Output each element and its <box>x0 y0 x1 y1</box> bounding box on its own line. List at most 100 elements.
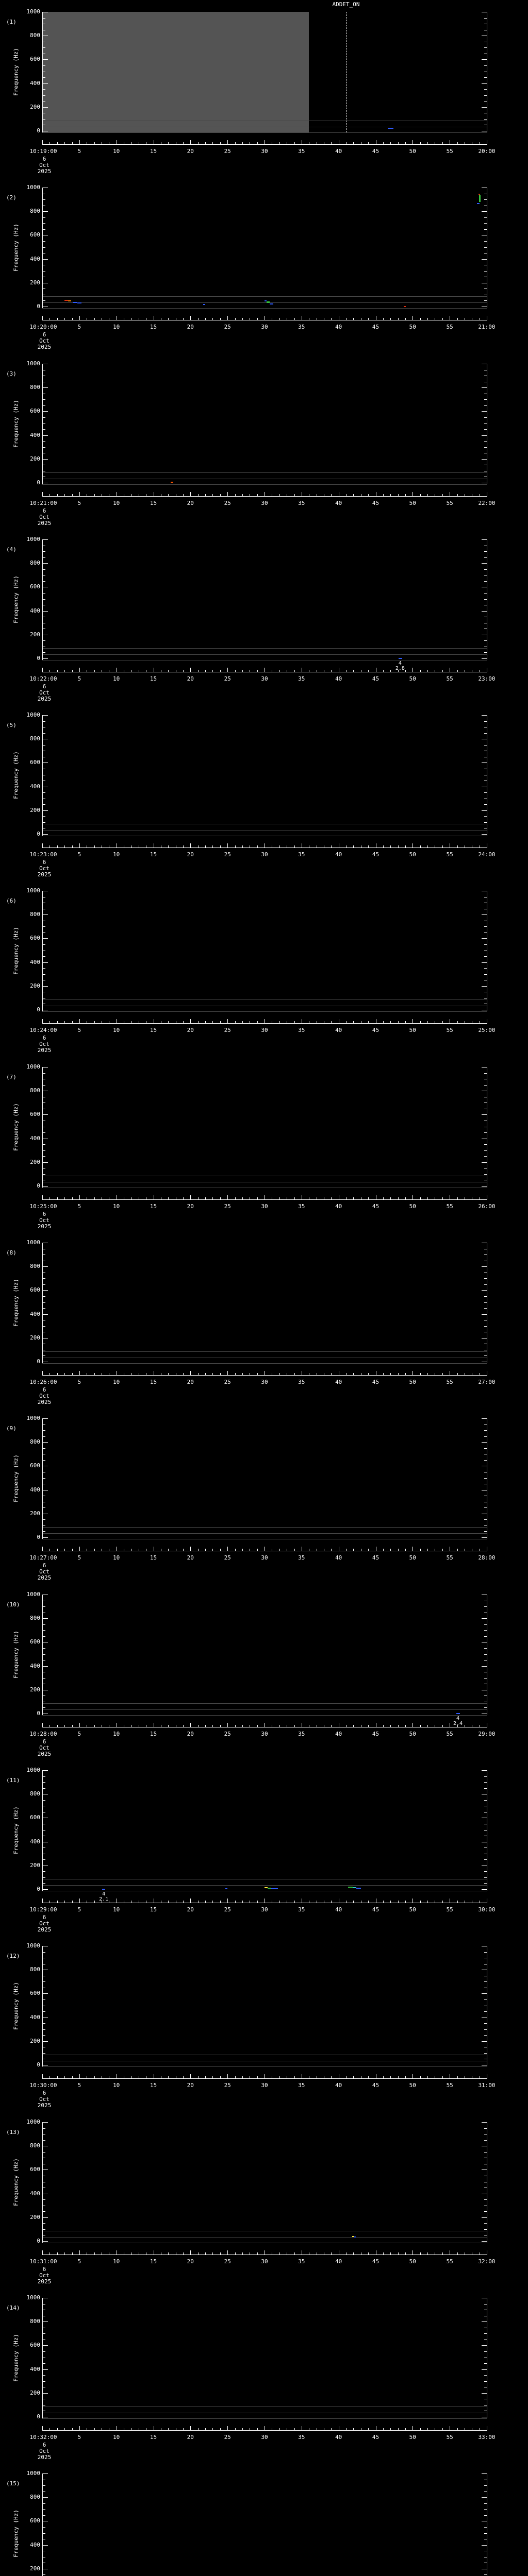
y-tick-label: 0 <box>37 2061 40 2068</box>
date-label: 2025 <box>37 2102 52 2109</box>
y-tick <box>43 2053 45 2054</box>
x-tick-label: 40 <box>335 2258 342 2265</box>
x-tick <box>212 1197 213 1199</box>
y-tick <box>484 1606 487 1607</box>
y-tick <box>43 611 48 612</box>
x-tick <box>368 2252 369 2255</box>
x-tick <box>242 2076 243 2078</box>
y-tick <box>484 599 487 600</box>
y-tick <box>482 563 487 564</box>
y-tick-label: 600 <box>30 2166 40 2173</box>
y-axis-left <box>42 715 43 836</box>
end-time-label: 27:00 <box>478 1379 496 1385</box>
x-tick <box>212 494 213 496</box>
event-marker <box>265 1887 268 1888</box>
x-tick <box>94 845 95 848</box>
y-tick <box>43 792 45 793</box>
x-tick <box>427 1725 428 1727</box>
x-tick <box>42 2074 43 2078</box>
y-tick-label: 200 <box>30 982 40 989</box>
detection-band-line <box>42 999 487 1000</box>
y-tick <box>482 387 487 388</box>
x-tick <box>168 1901 169 1903</box>
x-tick-label: 30 <box>261 1554 268 1561</box>
x-tick <box>457 1901 458 1903</box>
end-time-label: 25:00 <box>478 1027 496 1033</box>
y-tick <box>484 944 487 945</box>
x-tick <box>412 1899 414 1903</box>
y-tick <box>43 1478 45 1479</box>
detection-band-line <box>42 302 487 303</box>
x-tick <box>457 1725 458 1727</box>
detection-band-line <box>42 1703 487 1704</box>
x-tick <box>72 1373 73 1375</box>
x-tick <box>94 2076 95 2078</box>
y-tick <box>43 810 48 811</box>
y-tick-label: 800 <box>30 384 40 391</box>
x-tick <box>427 670 428 672</box>
x-axis <box>42 144 487 145</box>
y-tick <box>43 77 45 78</box>
y-tick <box>484 2515 487 2516</box>
x-tick-label: 5 <box>77 1379 81 1385</box>
x-tick-label: 20 <box>187 324 194 330</box>
date-label: 6 <box>42 1386 46 1393</box>
date-label: Oct <box>39 865 50 872</box>
event-annotation: 2.8 <box>395 666 405 671</box>
x-tick <box>64 670 65 672</box>
x-tick-label: 5 <box>77 324 81 330</box>
x-tick <box>183 142 184 144</box>
x-tick <box>331 142 332 144</box>
x-tick <box>212 1901 213 1903</box>
y-tick-label: 600 <box>30 1462 40 1469</box>
date-label: Oct <box>39 1041 50 1047</box>
y-tick <box>484 199 487 200</box>
x-tick-label: 30 <box>261 2082 268 2089</box>
y-tick <box>484 1156 487 1157</box>
x-tick <box>279 1373 280 1375</box>
y-tick <box>484 1478 487 1479</box>
y-tick <box>43 956 45 957</box>
y-tick <box>484 95 487 96</box>
x-tick <box>183 1901 184 1903</box>
x-tick-label: 15 <box>150 1906 157 1913</box>
y-axis-left <box>42 539 43 660</box>
x-tick-label: 35 <box>298 1731 305 1737</box>
event-marker <box>265 300 267 302</box>
y-tick <box>484 89 487 90</box>
end-time-label: 24:00 <box>478 851 496 858</box>
detection-band-line <box>42 829 487 831</box>
y-tick <box>484 1883 487 1884</box>
y-tick-label: 600 <box>30 2517 40 2524</box>
y-tick <box>43 2393 48 2394</box>
y-tick <box>484 1782 487 1783</box>
x-tick <box>412 316 414 320</box>
x-tick <box>331 2252 332 2255</box>
x-tick-label: 25 <box>224 2434 231 2441</box>
y-axis-left <box>42 1067 43 1188</box>
x-tick <box>190 2426 191 2430</box>
x-tick <box>227 843 228 848</box>
y-tick <box>43 1290 48 1291</box>
x-tick-label: 50 <box>409 2258 416 2265</box>
y-tick <box>482 259 487 260</box>
y-tick <box>43 2041 48 2042</box>
y-tick-label: 400 <box>30 1310 40 1317</box>
x-tick <box>57 142 58 144</box>
y-tick <box>482 59 487 60</box>
x-tick <box>368 1197 369 1199</box>
event-marker <box>477 202 480 204</box>
y-tick-label: 1000 <box>26 1239 41 1246</box>
x-tick <box>227 1899 228 1903</box>
x-tick <box>368 318 369 320</box>
x-tick <box>205 1901 206 1903</box>
x-tick-label: 45 <box>372 2258 380 2265</box>
x-tick <box>212 2076 213 2078</box>
x-tick <box>398 2252 399 2255</box>
x-tick <box>390 2428 391 2430</box>
x-tick <box>294 142 295 144</box>
x-tick <box>183 318 184 320</box>
spectrogram-panel: (14) Frequency (Hz) 0 200 400 600 800 1000 5 10… <box>0 2286 528 2462</box>
